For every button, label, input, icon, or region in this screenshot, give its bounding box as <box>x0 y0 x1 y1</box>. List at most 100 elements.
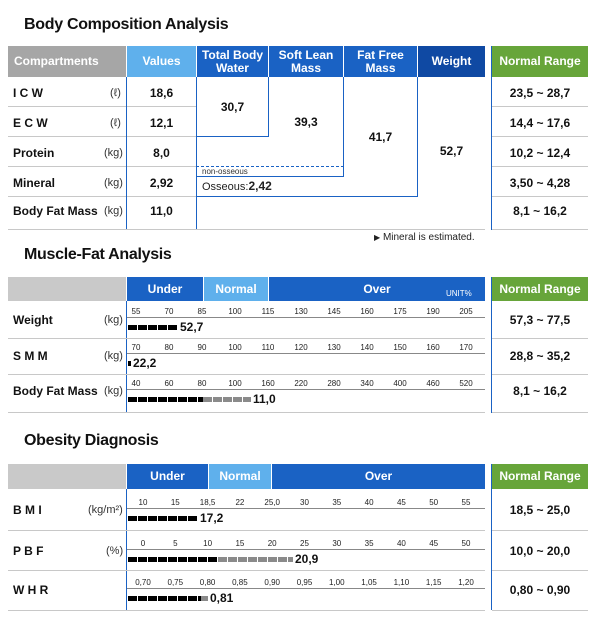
od-row-1-tick-3: 15 <box>235 539 245 548</box>
od-row-2-tick-2: 0,80 <box>199 578 216 587</box>
od-row-bmi-range: 18,5 ~ 25,0 <box>509 503 571 517</box>
od-row-0-tick-0: 10 <box>138 498 148 507</box>
od-row-1-tick-2: 10 <box>203 539 213 548</box>
mfa-row-2-scale-line <box>127 389 485 390</box>
mfa-row-smm-unit: (kg) <box>104 350 123 362</box>
row-ecw-value: 12,1 <box>149 116 174 130</box>
row-body-fat-mass-unit: (kg) <box>104 205 123 217</box>
od-row-2-scale-line <box>127 588 485 589</box>
od-row-bmi-label: B M I <box>13 503 42 517</box>
row-ecw-unit: (ℓ) <box>110 117 121 129</box>
od-row-bmi-unit: (kg/m²) <box>88 504 123 516</box>
ffm-value: 41,7 <box>368 130 393 144</box>
od-row-0-tick-8: 45 <box>396 498 406 507</box>
mfa-row-0-tick-2: 85 <box>197 307 207 316</box>
mfa-header-normal-range: Normal Range <box>492 277 588 301</box>
mfa-row-1-scale-line <box>127 353 485 354</box>
row-body-fat-mass-value: 11,0 <box>150 204 173 218</box>
mfa-row-2-bar <box>128 397 203 402</box>
mfa-row-0-scale-line <box>127 317 485 318</box>
row-protein-label: Protein <box>13 146 55 160</box>
od-row-1-tick-8: 40 <box>396 539 406 548</box>
mfa-title: Muscle-Fat Analysis <box>24 246 172 263</box>
mfa-row-2-tick-8: 400 <box>393 379 407 388</box>
osseous-label: Osseous:2,42 <box>202 179 272 193</box>
bca-title: Body Composition Analysis <box>24 16 229 33</box>
od-row-2-tick-1: 0,75 <box>167 578 184 587</box>
mfa-row-weight-unit: (kg) <box>104 314 123 326</box>
od-row-0-tick-10: 55 <box>461 498 471 507</box>
row-body-fat-mass-range: 8,1 ~ 16,2 <box>513 204 567 218</box>
od-row-0-tick-4: 25,0 <box>264 498 280 507</box>
od-row-0-tick-6: 35 <box>332 498 342 507</box>
od-bar-area: 10 15 18,5 22 25,0 30 35 40 45 50 55 17,2 0 5 10 15 20 25… <box>127 489 485 610</box>
mfa-row-1-tick-1: 80 <box>164 343 174 352</box>
arrow-right-icon: ▶ <box>374 233 381 242</box>
mfa-row-0-tick-7: 160 <box>360 307 374 316</box>
mfa-row-2-tick-9: 460 <box>426 379 440 388</box>
mfa-row-2-tick-0: 40 <box>131 379 141 388</box>
od-row-0-tick-5: 30 <box>300 498 309 507</box>
od-row-0-tick-9: 50 <box>429 498 439 507</box>
mfa-row-body-fat-mass-range: 8,1 ~ 16,2 <box>513 384 567 398</box>
mfa-header-normal: Normal <box>204 277 268 301</box>
row-icw-label: I C W <box>13 86 43 100</box>
mfa-row-2-tick-1: 60 <box>164 379 174 388</box>
mfa-row-1-tick-4: 110 <box>261 343 275 352</box>
mfa-row-0-tick-4: 115 <box>261 307 275 316</box>
mfa-row-1-tick-6: 130 <box>327 343 341 352</box>
od-row-1-bar-over <box>218 557 293 562</box>
od-row-1-tick-6: 30 <box>332 539 342 548</box>
mfa-row-0-tick-3: 100 <box>228 307 242 316</box>
od-row-2-tick-7: 1,05 <box>361 578 377 587</box>
od-row-1-scale-line <box>127 549 485 550</box>
mfa-row-0-value: 52,7 <box>180 320 204 334</box>
od-row-2-bar-over <box>201 596 208 601</box>
mfa-row-0-tick-9: 190 <box>426 307 440 316</box>
od-row-2-tick-0: 0,70 <box>135 578 151 587</box>
mfa-row-1-bar <box>128 361 131 366</box>
od-row-pbf-range: 10,0 ~ 20,0 <box>509 544 571 558</box>
row-protein-range: 10,2 ~ 12,4 <box>509 146 571 160</box>
mfa-row-2-tick-6: 280 <box>327 379 341 388</box>
row-mineral-label: Mineral <box>13 176 56 190</box>
od-row-1-value: 20,9 <box>295 552 319 566</box>
mineral-note: ▶ Mineral is estimated. <box>374 232 475 243</box>
header-values: Values <box>127 46 196 77</box>
mfa-row-2-tick-2: 80 <box>197 379 207 388</box>
header-total-body-water: Total Body Water <box>197 46 268 77</box>
od-row-1-tick-1: 5 <box>173 539 178 548</box>
header-normal-range: Normal Range <box>492 46 588 77</box>
od-row-whr-range: 0,80 ~ 0,90 <box>509 583 571 597</box>
mfa-row-1-tick-9: 160 <box>426 343 440 352</box>
od-row-1-tick-9: 45 <box>429 539 439 548</box>
od-row-0-scale-line <box>127 508 485 509</box>
mfa-row-2-tick-4: 160 <box>261 379 275 388</box>
od-row-2-tick-6: 1,00 <box>329 578 345 587</box>
mfa-row-1-tick-8: 150 <box>393 343 407 352</box>
od-row-whr-label: W H R <box>13 583 49 597</box>
mfa-row-1-tick-10: 170 <box>459 343 473 352</box>
mfa-row-0-tick-8: 175 <box>393 307 407 316</box>
od-header-over: Over <box>272 464 485 489</box>
mfa-row-weight-label: Weight <box>13 313 53 327</box>
mfa-row-1-tick-2: 90 <box>197 343 207 352</box>
row-icw-value: 18,6 <box>149 86 174 100</box>
od-row-2-tick-8: 1,10 <box>393 578 410 587</box>
row-mineral-value: 2,92 <box>149 176 174 190</box>
mfa-row-weight-range: 57,3 ~ 77,5 <box>509 313 571 327</box>
row-icw-unit: (ℓ) <box>110 87 121 99</box>
mfa-bar-area: 55 70 85 100 115 130 145 160 175 190 205 52,7 70 80 90… <box>127 301 485 412</box>
mfa-row-0-tick-6: 145 <box>327 307 341 316</box>
od-header-normal: Normal <box>209 464 271 489</box>
header-soft-lean-mass: Soft Lean Mass <box>269 46 343 77</box>
header-compartments: Compartments <box>8 46 126 77</box>
od-row-1-tick-0: 0 <box>140 539 146 548</box>
row-protein-unit: (kg) <box>104 147 123 159</box>
mfa-row-1-tick-0: 70 <box>131 343 141 352</box>
row-ecw-label: E C W <box>13 116 48 130</box>
od-row-2-tick-9: 1,15 <box>425 578 442 587</box>
od-row-1-tick-10: 50 <box>461 539 471 548</box>
mfa-header-blank <box>8 277 126 301</box>
mfa-row-body-fat-mass-label: Body Fat Mass <box>13 384 98 398</box>
